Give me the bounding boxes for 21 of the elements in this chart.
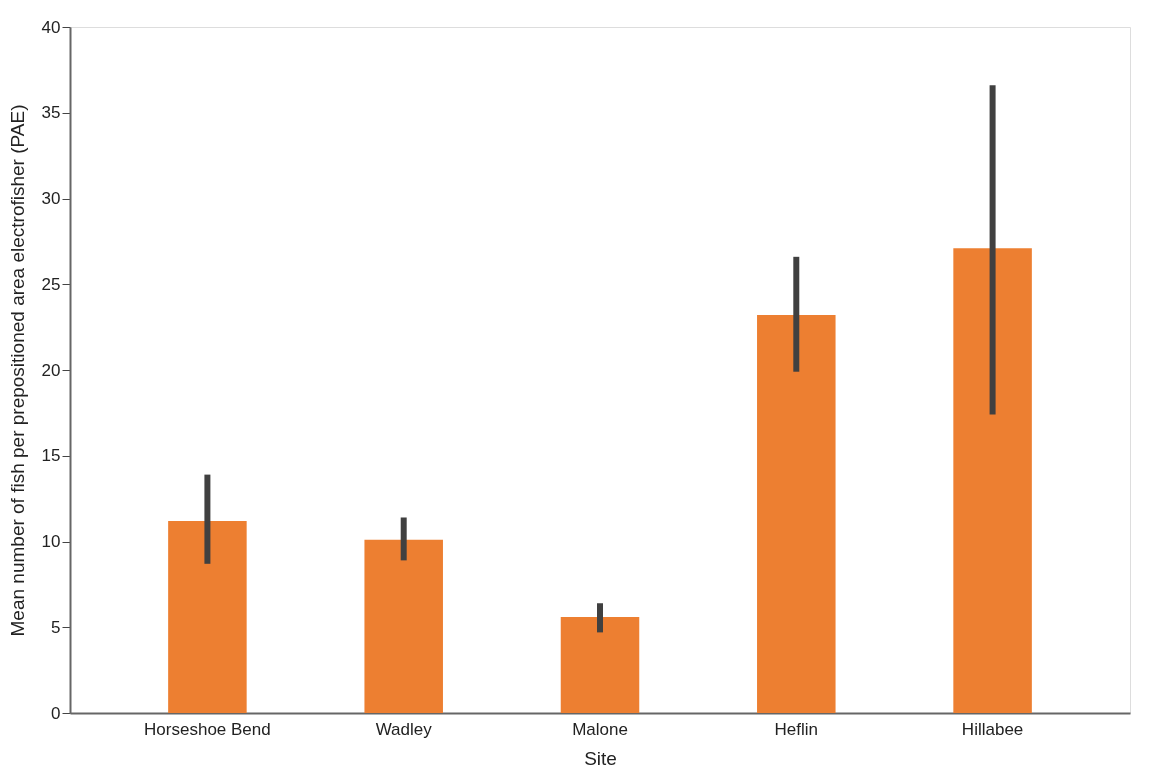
y-tick-label: 40 [41,17,61,37]
x-tick-label: Wadley [375,719,433,739]
y-tick-label: 35 [41,103,61,123]
x-axis-title: Site [584,747,617,769]
y-tick-label: 0 [51,703,61,723]
x-tick-label: Hillabee [961,719,1024,739]
y-tick-label: 20 [41,360,61,380]
bar [168,520,247,713]
bar [364,539,443,713]
y-tick-label: 25 [41,274,61,294]
y-tick-label: 15 [41,446,61,466]
y-axis-title: Mean number of fish per prepositioned area electrofisher (PAE) [6,104,28,637]
x-tick-label: Horseshoe Bend [144,719,271,739]
bar [953,248,1032,713]
y-tick-label: 10 [41,532,61,551]
x-tick-label: Heflin [774,719,819,739]
y-tick-label: 5 [51,617,61,637]
bar [560,616,640,713]
x-tick-label: Malone [572,719,628,739]
y-tick-label: 30 [41,189,61,208]
bar [757,315,836,713]
